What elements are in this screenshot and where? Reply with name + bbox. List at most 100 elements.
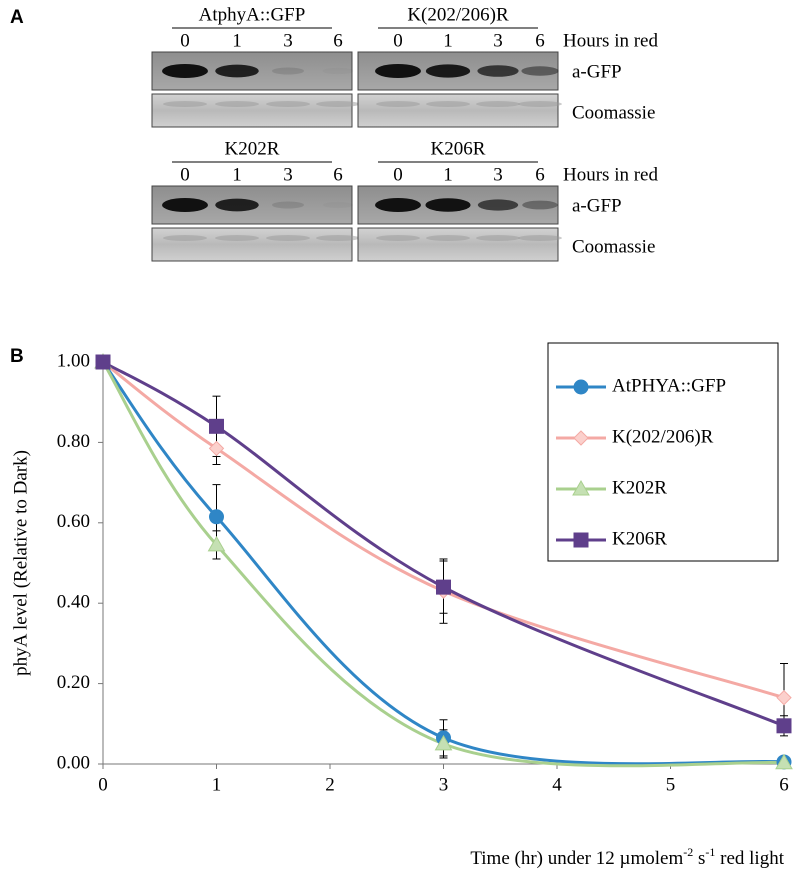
x-tick-label: 1 — [212, 774, 222, 795]
marker — [572, 479, 590, 496]
hour-label: 1 — [443, 164, 453, 185]
band — [162, 198, 208, 212]
hour-label: 1 — [232, 164, 242, 185]
hour-label: 0 — [393, 30, 403, 51]
band — [521, 66, 559, 76]
x-axis-title-part: Time (hr) under 12 µmolem — [470, 848, 683, 869]
coomassie-band — [376, 235, 420, 241]
marker — [573, 532, 589, 548]
coomassie-gel — [151, 93, 353, 128]
band — [522, 200, 558, 210]
marker — [95, 354, 111, 370]
hour-label: 1 — [443, 30, 453, 51]
blot-label: a-GFP — [572, 61, 622, 82]
x-tick-label: 5 — [666, 774, 676, 795]
y-tick-label: 0.20 — [57, 672, 90, 693]
marker — [776, 718, 792, 734]
series-line — [102, 360, 785, 700]
band — [477, 65, 519, 77]
y-tick-label: 0.40 — [57, 592, 90, 613]
coomassie-band — [266, 235, 310, 241]
band — [425, 198, 471, 212]
panel-label: A — [10, 7, 24, 28]
blot-title: K202R — [225, 138, 280, 159]
marker — [775, 753, 793, 770]
series-line — [101, 361, 785, 766]
hour-label: 6 — [333, 164, 343, 185]
x-axis-title-part: -1 — [705, 845, 715, 859]
coomassie-band — [316, 235, 360, 241]
hour-label: 0 — [180, 164, 190, 185]
band — [323, 68, 353, 74]
hour-label: 0 — [180, 30, 190, 51]
coomassie-band — [376, 101, 420, 107]
coomassie-band — [518, 235, 562, 241]
hour-label: 6 — [333, 30, 343, 51]
coomassie-band — [215, 101, 259, 107]
band — [215, 198, 259, 212]
y-axis-title: phyA level (Relative to Dark) — [10, 450, 31, 676]
coomassie-band — [426, 235, 470, 241]
hour-label: 1 — [232, 30, 242, 51]
blot-title: K(202/206)R — [407, 4, 509, 25]
hour-label: 6 — [535, 164, 545, 185]
marker — [573, 430, 589, 446]
x-axis-title: Time (hr) under 12 µmolem-2 s-1 red ligh… — [470, 845, 784, 870]
x-axis-title-part: red light — [715, 848, 784, 869]
marker — [776, 689, 792, 706]
x-axis-title-part: -2 — [683, 845, 693, 859]
hour-label: 6 — [535, 30, 545, 51]
band — [375, 64, 421, 78]
hour-label: 3 — [493, 164, 503, 185]
coomassie-band — [163, 235, 207, 241]
marker — [209, 418, 224, 434]
x-tick-label: 4 — [552, 774, 562, 795]
legend-label: AtPHYA::GFP — [612, 375, 726, 396]
x-tick-label: 0 — [98, 774, 108, 795]
coomassie-band — [476, 235, 520, 241]
y-tick-label: 0.60 — [57, 511, 90, 532]
marker — [436, 579, 451, 595]
hour-label: 3 — [283, 30, 293, 51]
stain-label: Coomassie — [572, 102, 655, 123]
legend-label: K202R — [612, 477, 667, 498]
hour-label: 0 — [393, 164, 403, 185]
coomassie-band — [426, 101, 470, 107]
band — [162, 64, 208, 78]
coomassie-band — [266, 101, 310, 107]
marker — [207, 535, 226, 552]
band — [323, 202, 353, 208]
band — [272, 67, 304, 75]
band — [272, 201, 304, 209]
coomassie-gel — [357, 93, 559, 128]
blot-title: AtphyA::GFP — [199, 4, 306, 25]
y-tick-label: 1.00 — [57, 350, 90, 371]
x-axis-title-part: s — [693, 848, 705, 869]
stain-label: Coomassie — [572, 236, 655, 257]
coomassie-band — [518, 101, 562, 107]
band — [477, 199, 519, 211]
marker — [209, 509, 224, 525]
coomassie-band — [215, 235, 259, 241]
series-line — [102, 360, 785, 728]
coomassie-gel — [357, 227, 559, 262]
x-tick-label: 3 — [439, 774, 449, 795]
coomassie-gel — [151, 227, 353, 262]
marker — [208, 440, 225, 457]
hour-label: 3 — [493, 30, 503, 51]
legend-box — [547, 342, 779, 562]
coomassie-band — [163, 101, 207, 107]
legend-label: K(202/206)R — [612, 426, 714, 447]
legend-label: K206R — [612, 528, 667, 549]
marker — [573, 379, 589, 395]
blot-title: K206R — [431, 138, 486, 159]
band — [425, 64, 471, 78]
hours-label: Hours in red — [563, 164, 658, 185]
blot-label: a-GFP — [572, 195, 622, 216]
y-tick-label: 0.80 — [57, 431, 90, 452]
y-tick-label: 0.00 — [57, 752, 90, 773]
hours-label: Hours in red — [563, 30, 658, 51]
x-tick-label: 2 — [325, 774, 335, 795]
series-line — [101, 361, 785, 768]
